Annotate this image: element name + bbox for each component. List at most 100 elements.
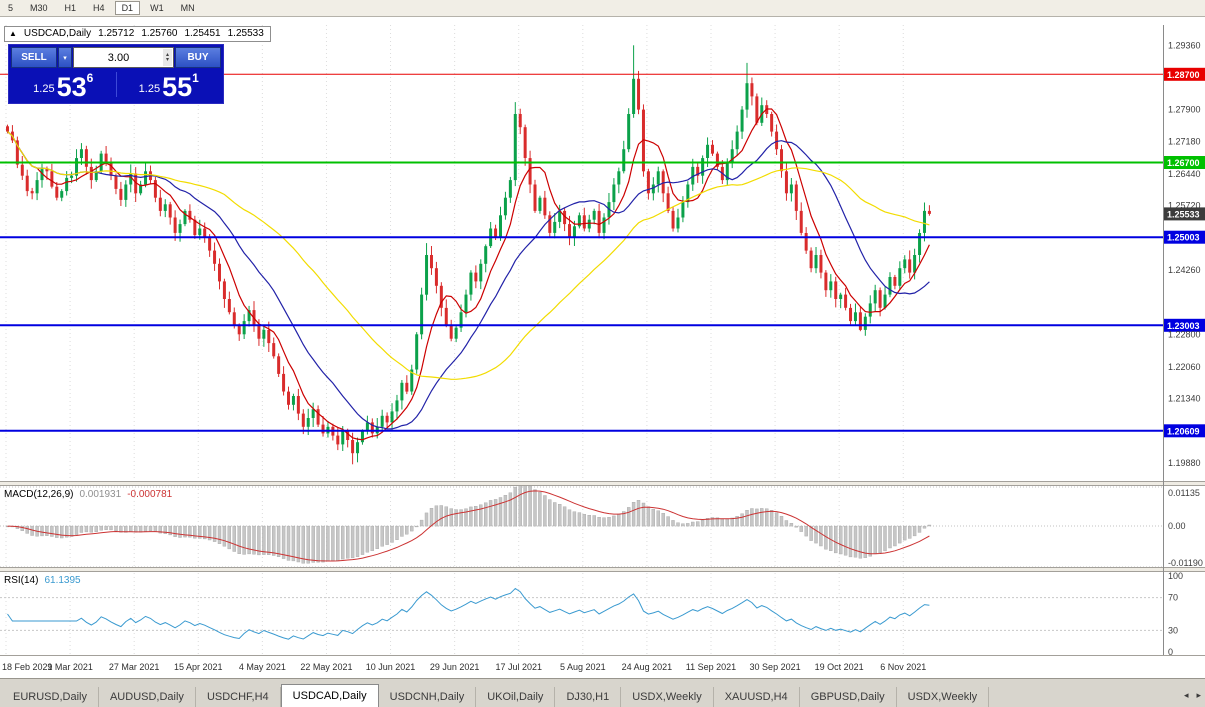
candle	[740, 106, 744, 139]
macd-signal-line	[7, 490, 930, 562]
timeframe-toolbar: 5 M30 H1 H4 D1 W1 MN	[0, 0, 1205, 17]
candle	[632, 45, 636, 118]
price-chart[interactable]: 1.287001.267001.250031.230031.206091.255…	[0, 17, 1205, 678]
candle	[139, 180, 143, 196]
candle	[173, 210, 177, 241]
candle	[518, 108, 522, 135]
candle	[558, 204, 562, 229]
sell-button[interactable]: SELL	[11, 47, 57, 68]
candle	[888, 272, 892, 298]
candle	[617, 167, 621, 194]
candle	[183, 209, 187, 227]
chart-window: 1.28700 1.26700 1.25003 1.23003 1.20609 1.255…	[0, 17, 1205, 678]
symbol-tab-gbpusd-daily[interactable]: GBPUSD,Daily	[800, 687, 897, 707]
macd-indicator-label: MACD(12,26,9) 0.001931 -0.000781	[4, 489, 173, 500]
candle	[237, 323, 241, 341]
price-divider	[115, 72, 117, 97]
symbol-tab-ukoil-daily[interactable]: UKOil,Daily	[476, 687, 556, 707]
ohlc-low-value: 1.25451	[184, 28, 221, 39]
candle	[124, 180, 128, 207]
chevron-down-icon: ▾	[63, 54, 67, 62]
candle	[651, 177, 655, 201]
candle	[755, 93, 759, 126]
level-price-badge: 1.26700	[1164, 156, 1205, 169]
date-tick-label: 29 Jun 2021	[430, 662, 480, 672]
timeframe-button-5[interactable]: 5	[8, 3, 14, 13]
timeframe-button-mn[interactable]: MN	[180, 3, 195, 13]
buy-price-pip: 1	[192, 71, 199, 85]
timeframe-button-h1[interactable]: H1	[64, 3, 77, 13]
symbol-tab-eurusd-daily[interactable]: EURUSD,Daily	[2, 687, 99, 707]
ohlc-close-value: 1.25533	[227, 28, 264, 39]
candle	[425, 243, 429, 301]
symbol-tab-xauusd-h4[interactable]: XAUUSD,H4	[714, 687, 800, 707]
price-tick-label: 1.25720	[1168, 201, 1201, 211]
tabs-scroll-left-icon[interactable]: ◂	[1183, 690, 1189, 700]
candle	[25, 169, 29, 197]
volume-input[interactable]	[74, 48, 173, 67]
symbol-tab-usdcnh-daily[interactable]: USDCNH,Daily	[379, 687, 477, 707]
candle	[503, 191, 507, 220]
symbol-tab-usdx-weekly[interactable]: USDX,Weekly	[897, 687, 990, 707]
tabs-scroll-right-icon[interactable]: ▸	[1196, 690, 1201, 700]
timeframe-button-w1[interactable]: W1	[150, 3, 164, 13]
candle	[612, 178, 616, 210]
symbol-tab-usdcad-daily[interactable]: USDCAD,Daily	[280, 684, 379, 707]
candle	[267, 321, 271, 352]
rsi-line	[7, 587, 930, 640]
date-tick-label: 17 Jul 2021	[495, 662, 542, 672]
timeframe-button-d1[interactable]: D1	[114, 1, 141, 15]
ohlc-open-value: 1.25712	[98, 28, 135, 39]
candle	[592, 208, 596, 225]
symbol-tab-dj30-h1[interactable]: DJ30,H1	[555, 687, 622, 707]
stepper-down-icon[interactable]: ▾	[165, 56, 169, 63]
volume-dropdown-button[interactable]: ▾	[58, 47, 72, 68]
candle	[395, 394, 399, 420]
volume-field[interactable]: ▴▾	[73, 47, 174, 68]
date-tick-label: 24 Aug 2021	[622, 662, 673, 672]
chart-marker-icon: ▲	[9, 28, 17, 38]
one-click-trading-panel: SELL ▾ ▴▾ BUY 1.25 53 6 1.25 55 1	[8, 44, 224, 104]
candle	[646, 168, 650, 200]
timeframe-button-m30[interactable]: M30	[30, 3, 48, 13]
candle	[356, 437, 360, 463]
candle	[513, 102, 517, 187]
volume-stepper[interactable]: ▴ ▾	[163, 49, 172, 66]
sell-price-prefix: 1.25	[33, 83, 55, 95]
symbol-tab-usdx-weekly[interactable]: USDX,Weekly	[621, 687, 714, 707]
candle	[380, 409, 384, 433]
candle	[484, 244, 488, 273]
candle	[247, 305, 251, 327]
candle	[696, 161, 700, 183]
price-tick-label: 1.22060	[1168, 362, 1201, 372]
buy-button[interactable]: BUY	[175, 47, 221, 68]
candle	[686, 181, 690, 208]
level-price-badge: 1.25003	[1164, 230, 1205, 244]
sell-price-display[interactable]: 1.25 53 6	[11, 68, 116, 101]
candle	[479, 259, 483, 290]
candle	[656, 166, 660, 193]
candle	[898, 261, 902, 291]
candle	[454, 324, 458, 343]
candle	[474, 265, 478, 289]
symbol-tab-usdchf-h4[interactable]: USDCHF,H4	[196, 687, 281, 707]
price-tick-label: 1.19880	[1168, 458, 1201, 468]
rsi-axis-label: 30	[1168, 625, 1178, 635]
candle	[839, 292, 843, 309]
candle	[563, 207, 567, 232]
date-tick-label: 4 May 2021	[239, 662, 286, 672]
macd-axis-label: -0.01190	[1168, 558, 1203, 568]
candle	[119, 181, 123, 206]
symbol-tab-audusd-daily[interactable]: AUDUSD,Daily	[99, 687, 196, 707]
price-tick-label: 1.29360	[1168, 40, 1201, 50]
candle	[405, 375, 409, 395]
stepper-up-icon[interactable]: ▴	[165, 51, 169, 58]
candle	[439, 282, 443, 317]
buy-price-display[interactable]: 1.25 55 1	[117, 68, 222, 101]
candle	[385, 412, 389, 429]
svg-text:1.25003: 1.25003	[1167, 233, 1200, 243]
candle	[824, 270, 828, 297]
timeframe-button-h4[interactable]: H4	[93, 3, 105, 13]
candle	[809, 247, 813, 273]
